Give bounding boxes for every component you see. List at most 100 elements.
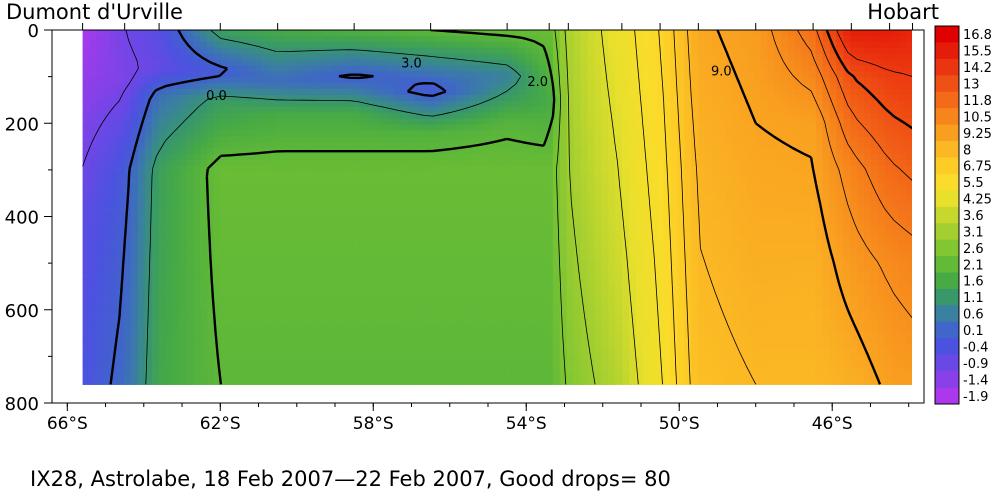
heatmap-cell bbox=[442, 295, 450, 303]
heatmap-cell bbox=[310, 272, 319, 279]
heatmap-cell bbox=[532, 230, 540, 238]
heatmap-cell bbox=[476, 77, 485, 84]
heatmap-cell bbox=[601, 177, 609, 185]
heatmap-cell bbox=[338, 218, 347, 226]
heatmap-cell bbox=[490, 266, 499, 273]
heatmap-cell bbox=[449, 41, 457, 49]
heatmap-cell bbox=[601, 278, 609, 285]
heatmap-cell bbox=[594, 325, 602, 332]
heatmap-cell bbox=[338, 236, 347, 244]
heatmap-cell bbox=[262, 100, 270, 108]
heatmap-cell bbox=[158, 360, 167, 368]
heatmap-cell bbox=[179, 130, 187, 137]
heatmap-cell bbox=[290, 348, 298, 356]
heatmap-cell bbox=[539, 47, 547, 55]
heatmap-cell bbox=[193, 171, 201, 179]
heatmap-cell bbox=[635, 224, 644, 232]
heatmap-cell bbox=[207, 189, 215, 196]
heatmap-cell bbox=[366, 165, 374, 173]
heatmap-cell bbox=[649, 177, 658, 185]
heatmap-cell bbox=[407, 201, 416, 208]
heatmap-cell bbox=[366, 130, 374, 137]
heatmap-cell bbox=[241, 189, 250, 196]
heatmap-cell bbox=[504, 354, 512, 362]
heatmap-cell bbox=[331, 83, 340, 90]
heatmap-cell bbox=[255, 272, 264, 279]
heatmap-cell bbox=[317, 301, 326, 309]
heatmap-cell bbox=[303, 41, 312, 49]
heatmap-cell bbox=[103, 148, 111, 155]
heatmap-cell bbox=[248, 337, 257, 344]
heatmap-cell bbox=[359, 224, 367, 232]
heatmap-cell bbox=[476, 260, 485, 267]
heatmap-cell bbox=[393, 35, 402, 43]
heatmap-cell bbox=[165, 295, 174, 303]
heatmap-cell bbox=[532, 278, 540, 285]
heatmap-cell bbox=[303, 30, 312, 37]
heatmap-cell bbox=[214, 366, 222, 374]
heatmap-cell bbox=[200, 189, 208, 196]
heatmap-cell bbox=[214, 41, 222, 49]
heatmap-cell bbox=[193, 100, 201, 108]
heatmap-cell bbox=[379, 319, 388, 326]
heatmap-cell bbox=[594, 148, 602, 155]
heatmap-cell bbox=[566, 89, 575, 96]
heatmap-cell bbox=[628, 59, 637, 67]
heatmap-cell bbox=[283, 248, 291, 256]
heatmap-cell bbox=[532, 266, 540, 273]
heatmap-cell bbox=[165, 159, 174, 167]
heatmap-cell bbox=[539, 360, 547, 368]
heatmap-cell bbox=[324, 337, 333, 344]
heatmap-cell bbox=[144, 30, 153, 37]
heatmap-cell bbox=[559, 201, 568, 208]
heatmap-cell bbox=[400, 313, 409, 320]
heatmap-cell bbox=[511, 266, 519, 273]
heatmap-cell bbox=[255, 307, 264, 315]
heatmap-cell bbox=[622, 337, 630, 344]
heatmap-cell bbox=[276, 266, 284, 273]
heatmap-cell bbox=[504, 343, 512, 350]
heatmap-cell bbox=[151, 148, 160, 155]
heatmap-cell bbox=[214, 331, 222, 338]
heatmap-cell bbox=[269, 100, 277, 108]
heatmap-cell bbox=[96, 148, 104, 155]
heatmap-cell bbox=[559, 112, 568, 120]
heatmap-cell bbox=[366, 313, 374, 320]
heatmap-cell bbox=[635, 213, 644, 220]
heatmap-cell bbox=[297, 41, 305, 49]
heatmap-cell bbox=[165, 266, 174, 273]
heatmap-cell bbox=[241, 319, 250, 326]
heatmap-cell bbox=[317, 295, 326, 303]
heatmap-cell bbox=[525, 242, 533, 250]
heatmap-cell bbox=[110, 47, 118, 55]
heatmap-cell bbox=[518, 130, 526, 137]
heatmap-cell bbox=[511, 348, 519, 356]
heatmap-cell bbox=[518, 283, 526, 291]
heatmap-cell bbox=[234, 89, 243, 96]
heatmap-cell bbox=[442, 278, 450, 285]
heatmap-cell bbox=[110, 325, 118, 332]
heatmap-cell bbox=[338, 183, 347, 191]
heatmap-cell bbox=[421, 278, 429, 285]
heatmap-cell bbox=[310, 337, 319, 344]
heatmap-cell bbox=[179, 59, 187, 67]
heatmap-cell bbox=[234, 94, 243, 102]
heatmap-cell bbox=[518, 289, 526, 297]
heatmap-cell bbox=[462, 254, 471, 261]
heatmap-cell bbox=[310, 207, 319, 214]
heatmap-cell bbox=[628, 283, 637, 291]
heatmap-cell bbox=[615, 301, 623, 309]
heatmap-cell bbox=[179, 207, 187, 214]
heatmap-cell bbox=[366, 30, 374, 37]
heatmap-cell bbox=[144, 331, 153, 338]
heatmap-cell bbox=[269, 224, 277, 232]
heatmap-cell bbox=[552, 307, 561, 315]
heatmap-cell bbox=[82, 248, 91, 256]
heatmap-cell bbox=[214, 77, 222, 84]
heatmap-cell bbox=[573, 148, 582, 155]
heatmap-cell bbox=[407, 343, 416, 350]
heatmap-cell bbox=[276, 372, 284, 380]
heatmap-cell bbox=[359, 295, 367, 303]
heatmap-cell bbox=[622, 53, 630, 61]
heatmap-cell bbox=[635, 106, 644, 114]
